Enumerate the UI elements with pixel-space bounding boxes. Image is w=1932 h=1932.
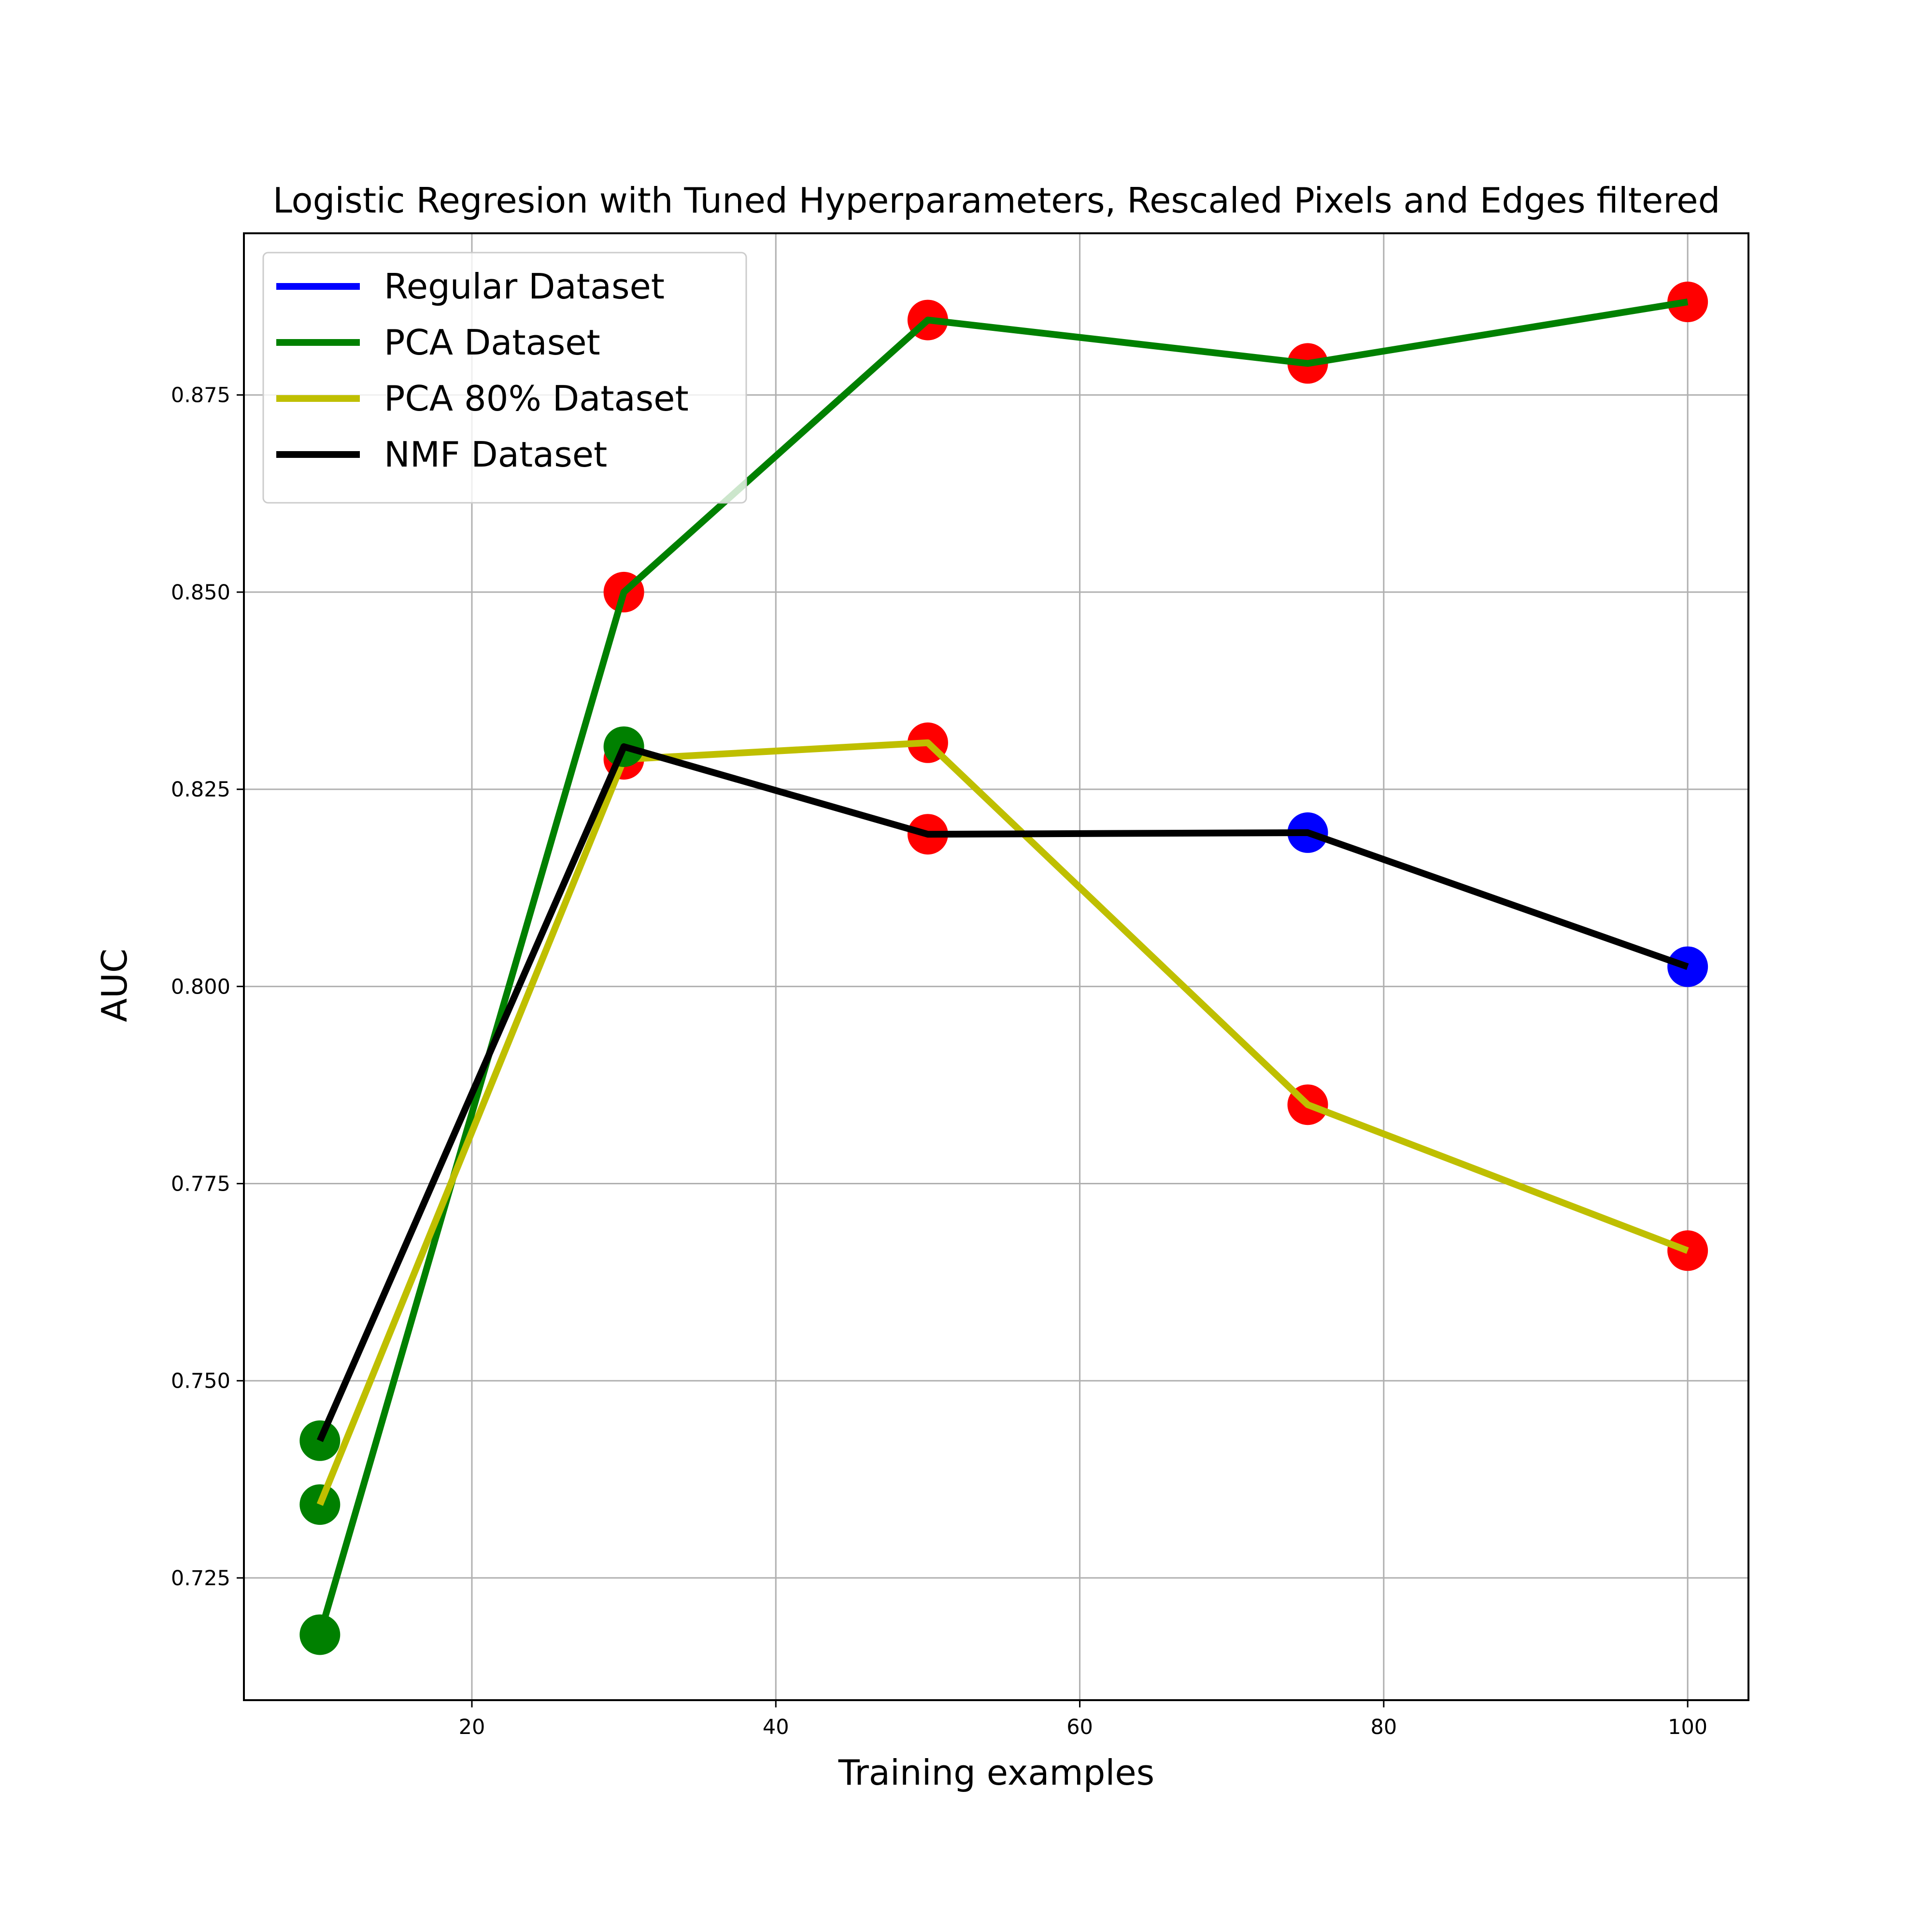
y-tick-label: 0.875 bbox=[171, 384, 230, 408]
y-tick-label: 0.800 bbox=[171, 975, 230, 999]
x-axis-label: Training examples bbox=[838, 1752, 1154, 1793]
plot-frame bbox=[243, 232, 1749, 1701]
x-tick-label: 40 bbox=[763, 1715, 789, 1739]
legend-label: Regular Dataset bbox=[384, 266, 665, 307]
x-ticks: 20 40 60 80 100 bbox=[459, 1700, 1707, 1739]
legend: Regular Dataset PCA Dataset PCA 80% Datase… bbox=[262, 252, 747, 504]
legend-label: PCA 80% Dataset bbox=[384, 378, 689, 419]
pca-80-dataset-line bbox=[316, 739, 1689, 1506]
series-lines bbox=[299, 282, 1708, 1655]
y-tick-label: 0.825 bbox=[171, 778, 230, 802]
y-tick-label: 0.775 bbox=[171, 1172, 230, 1196]
y-ticks: 0.725 0.750 0.775 0.800 0.825 0.850 0.875 bbox=[171, 384, 244, 1591]
legend-label: NMF Dataset bbox=[384, 434, 607, 475]
y-tick-label: 0.850 bbox=[171, 581, 230, 605]
chart-title: Logistic Regresion with Tuned Hyperparam… bbox=[273, 180, 1720, 221]
x-tick-label: 60 bbox=[1066, 1715, 1093, 1739]
legend-box bbox=[262, 252, 747, 504]
legend-label: PCA Dataset bbox=[384, 322, 600, 363]
grid bbox=[244, 233, 1748, 1700]
x-tick-label: 100 bbox=[1668, 1715, 1707, 1739]
y-tick-label: 0.750 bbox=[171, 1369, 230, 1393]
pca-dataset-line bbox=[316, 298, 1689, 1636]
x-tick-label: 20 bbox=[459, 1715, 485, 1739]
x-tick-label: 80 bbox=[1370, 1715, 1397, 1739]
nmf-dataset-line bbox=[316, 743, 1689, 1442]
y-tick-label: 0.725 bbox=[171, 1566, 230, 1591]
y-axis-label: AUC bbox=[94, 949, 135, 1022]
